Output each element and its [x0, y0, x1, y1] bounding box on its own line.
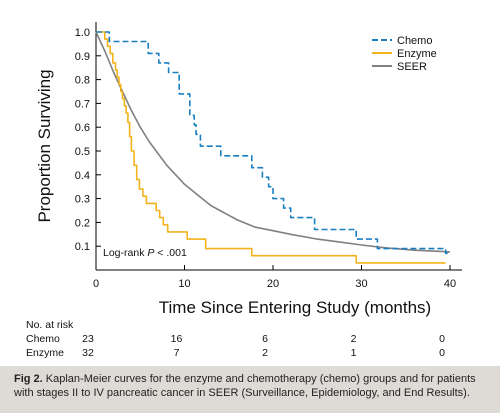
y-tick-label: 0.4 — [75, 170, 90, 182]
risk-count-enzyme: 2 — [262, 347, 268, 359]
plot-area: 0.1 0.2 0.3 0.4 0.5 0.6 0.7 0.8 0.9 1.0 0 10 20 30 40 — [75, 22, 462, 290]
caption-background — [0, 366, 500, 413]
x-tick-label: 10 — [178, 278, 190, 290]
risk-row-label-chemo: Chemo — [26, 333, 60, 345]
risk-values: 23 16 6 2 0 32 7 2 1 0 — [82, 333, 445, 359]
legend-label-seer: SEER — [397, 61, 427, 73]
risk-count-enzyme: 7 — [174, 347, 180, 359]
x-tick-label: 20 — [267, 278, 279, 290]
legend: Chemo Enzyme SEER — [372, 35, 437, 73]
caption-text: Kaplan-Meier curves for the enzyme and c… — [14, 373, 476, 399]
x-tick-label: 40 — [444, 278, 456, 290]
risk-count-enzyme: 0 — [439, 347, 445, 359]
figure-caption: Fig 2. Kaplan-Meier curves for the enzym… — [14, 372, 492, 400]
series-line-chemo — [96, 31, 450, 255]
risk-count-chemo: 6 — [262, 333, 268, 345]
risk-count-chemo: 0 — [439, 333, 445, 345]
y-tick-label: 0.8 — [75, 75, 90, 87]
y-axis-label: Proportion Surviving — [35, 69, 54, 222]
survival-curves — [95, 31, 451, 264]
risk-table-header: No. at risk — [26, 319, 74, 331]
y-tick-label: 0.1 — [75, 241, 90, 253]
legend-label-chemo: Chemo — [397, 35, 432, 47]
y-tick-label: 0.3 — [75, 194, 90, 206]
risk-table: No. at risk Chemo Enzyme 23 16 6 2 0 32 7 2 1 0 — [26, 319, 445, 359]
series-line-enzyme — [96, 31, 446, 264]
x-tick-label: 0 — [93, 278, 99, 290]
x-axis-label: Time Since Entering Study (months) — [159, 298, 431, 317]
risk-count-chemo: 16 — [171, 333, 183, 345]
y-tick-label: 0.9 — [75, 51, 90, 63]
x-tick-label: 30 — [355, 278, 367, 290]
risk-count-chemo: 2 — [351, 333, 357, 345]
legend-label-enzyme: Enzyme — [397, 48, 437, 60]
y-tick-label: 0.6 — [75, 122, 90, 134]
y-tick-label: 0.7 — [75, 98, 90, 110]
y-tick-label: 0.5 — [75, 146, 90, 158]
risk-count-chemo: 23 — [82, 333, 94, 345]
y-tick-label: 0.2 — [75, 217, 90, 229]
risk-row-label-enzyme: Enzyme — [26, 347, 64, 359]
risk-count-enzyme: 32 — [82, 347, 94, 359]
log-rank-annotation: Log-rank P < .001 — [103, 247, 187, 259]
x-ticks: 0 10 20 30 40 — [93, 265, 456, 290]
y-ticks: 0.1 0.2 0.3 0.4 0.5 0.6 0.7 0.8 0.9 1.0 — [75, 27, 101, 253]
series-line-seer — [95, 31, 451, 253]
y-tick-label: 1.0 — [75, 27, 90, 39]
risk-count-enzyme: 1 — [351, 347, 357, 359]
caption-label: Fig 2. — [14, 373, 43, 385]
